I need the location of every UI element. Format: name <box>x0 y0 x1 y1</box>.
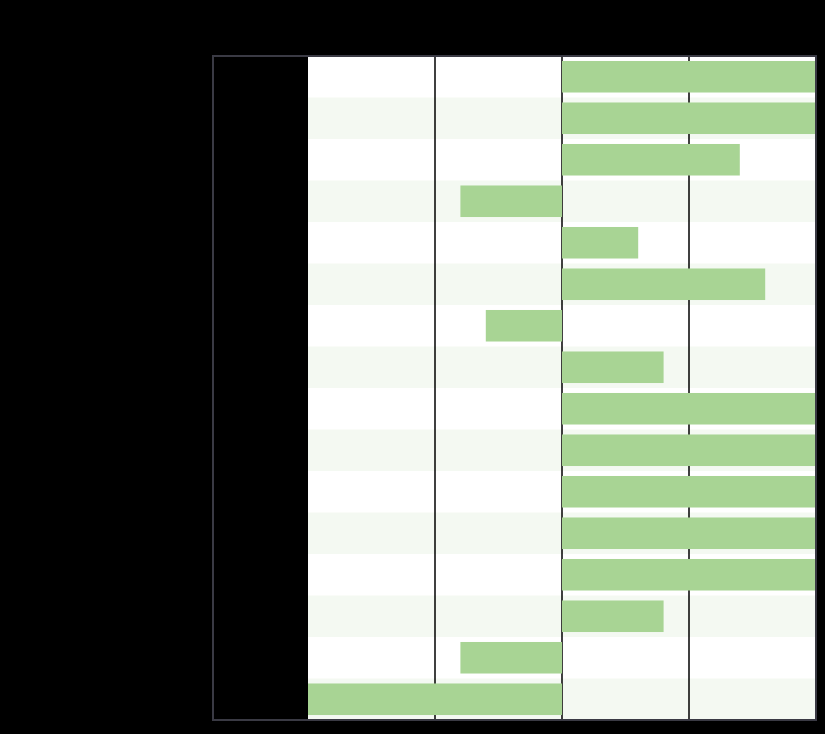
bar <box>562 558 816 591</box>
bar <box>562 517 816 550</box>
bar <box>562 600 664 633</box>
bar <box>562 143 740 176</box>
bar <box>460 185 562 218</box>
bar <box>460 641 562 674</box>
bar <box>562 268 766 301</box>
bar <box>562 102 816 135</box>
bar <box>308 683 562 716</box>
bar <box>562 475 816 508</box>
bar <box>562 60 816 93</box>
bar <box>562 351 664 384</box>
plot-frame <box>212 55 817 721</box>
bar <box>562 392 816 425</box>
category-label-panel <box>213 56 308 720</box>
bar <box>562 226 639 259</box>
bars <box>308 60 816 716</box>
bar <box>562 434 816 467</box>
bar <box>485 309 562 342</box>
